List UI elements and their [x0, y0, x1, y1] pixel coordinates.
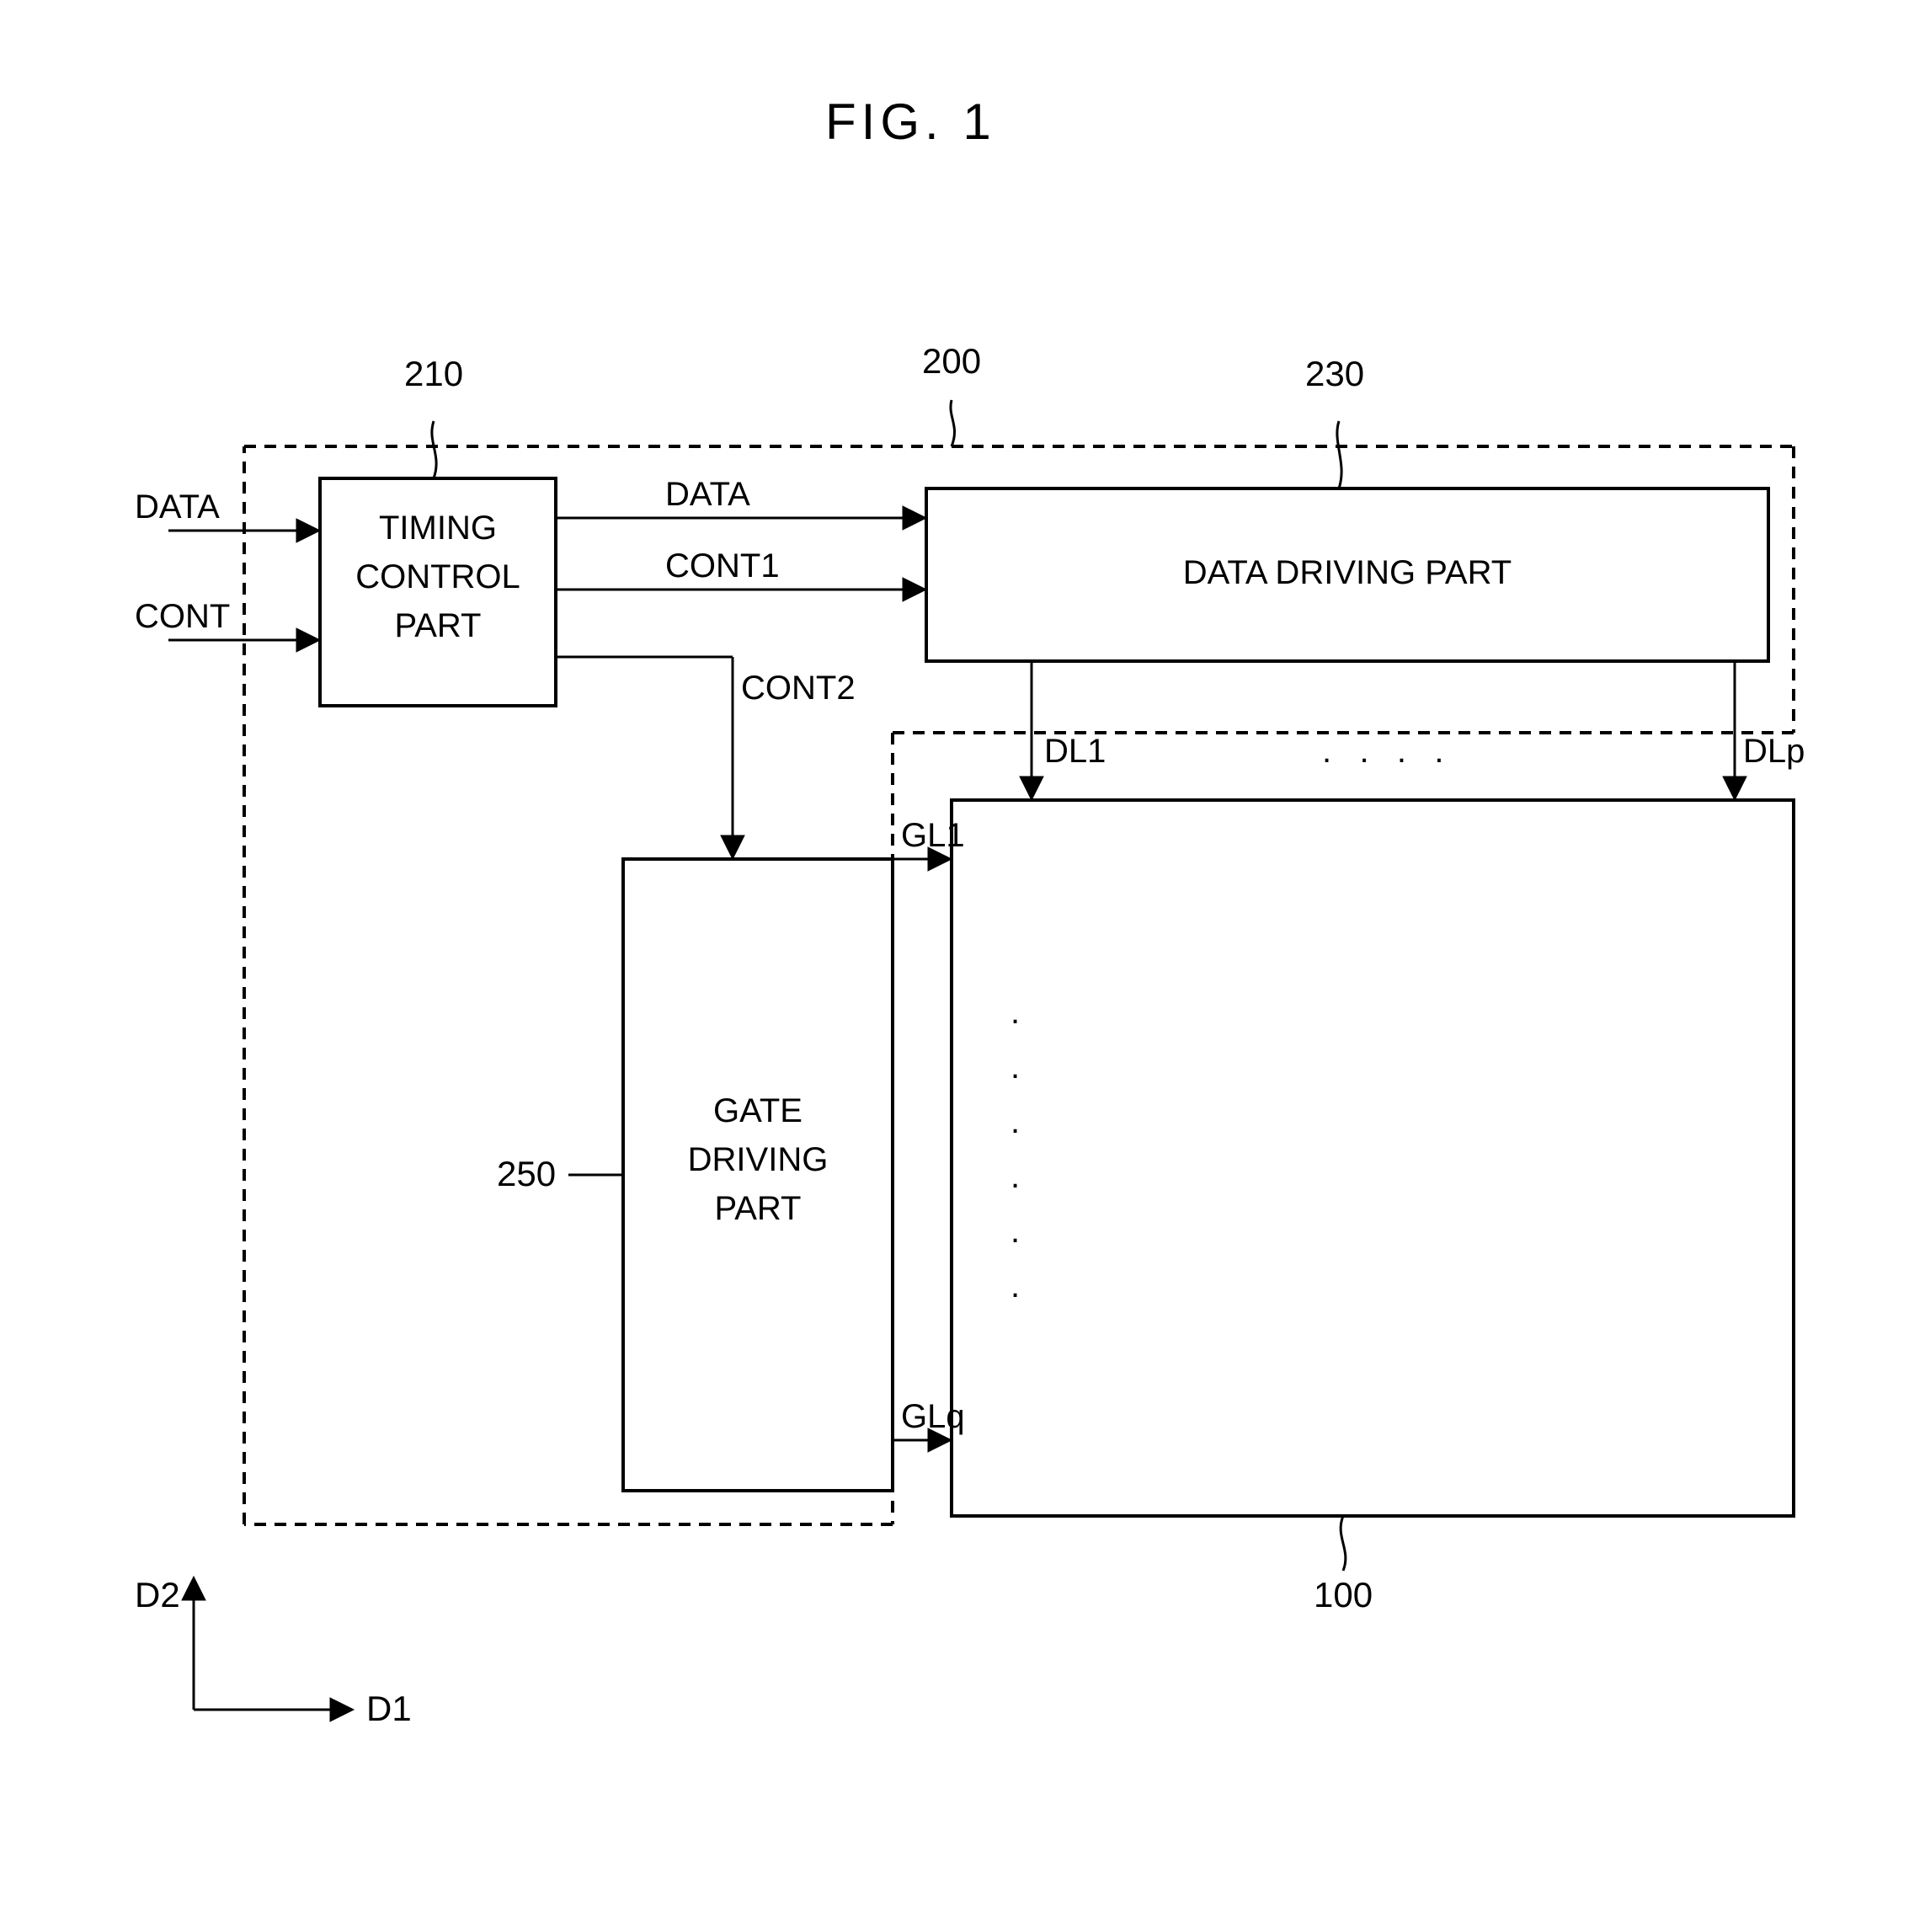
gl-dot-4: .: [1010, 1158, 1020, 1196]
gl-dot-1: .: [1010, 994, 1020, 1032]
ref-200: 200: [922, 341, 981, 382]
input-data-label: DATA: [135, 488, 220, 526]
signal-dl1: DL1: [1044, 733, 1106, 771]
data-driving-label: DATA DRIVING PART: [926, 554, 1768, 592]
gl-dot-5: .: [1010, 1213, 1020, 1251]
signal-cont1: CONT1: [665, 547, 780, 585]
ref-250: 250: [497, 1154, 556, 1194]
gl-dot-2: .: [1010, 1049, 1020, 1086]
display-panel-box: [952, 800, 1794, 1516]
signal-gl1: GL1: [901, 817, 965, 855]
gl-dot-6: .: [1010, 1268, 1020, 1305]
timing-control-label: TIMING CONTROL PART: [320, 504, 556, 650]
signal-cont2: CONT2: [741, 670, 856, 707]
figure-title: FIG. 1: [825, 93, 996, 151]
signal-data: DATA: [665, 476, 750, 514]
diagram-canvas: FIG. 1 200 210 230 250 100 DATA CONT DAT…: [0, 0, 1925, 1932]
signal-dl-dots: . . . .: [1322, 733, 1443, 771]
signal-glq: GLq: [901, 1398, 965, 1436]
signal-dlp: DLp: [1743, 733, 1805, 771]
ref-100: 100: [1314, 1575, 1373, 1615]
axis-d1: D1: [366, 1689, 412, 1729]
axis-d2: D2: [135, 1575, 180, 1615]
diagram-svg: [0, 0, 1925, 1932]
ref-230: 230: [1305, 354, 1364, 394]
input-cont-label: CONT: [135, 598, 230, 636]
gl-dot-3: .: [1010, 1103, 1020, 1141]
gate-driving-label: GATE DRIVING PART: [623, 1086, 893, 1233]
ref-210: 210: [404, 354, 463, 394]
